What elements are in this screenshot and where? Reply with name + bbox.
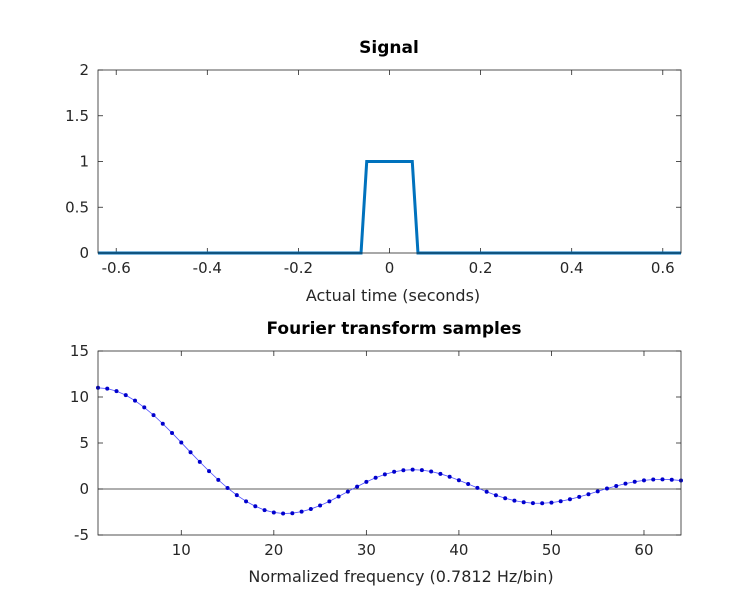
fourier-point bbox=[225, 485, 230, 490]
fourier-point bbox=[197, 459, 202, 464]
fourier-point bbox=[651, 477, 656, 482]
fourier-point bbox=[382, 472, 387, 477]
fourier-point bbox=[669, 477, 674, 482]
fourier-point bbox=[308, 507, 313, 512]
signal-chart: Signal -0.6 -0.4 -0.2 0 0.2 0.4 0.6 0 0.5 1 1.5 2 A… bbox=[65, 38, 682, 305]
fourier-point bbox=[281, 511, 286, 516]
fourier-point bbox=[623, 481, 628, 486]
fourier-point bbox=[475, 485, 480, 490]
fourier-point bbox=[521, 500, 526, 505]
fourier-point bbox=[595, 489, 600, 494]
signal-x-tick-label: 0.2 bbox=[469, 259, 493, 277]
fourier-point bbox=[253, 504, 258, 509]
signal-x-tick-label: 0 bbox=[385, 259, 395, 277]
fourier-point bbox=[558, 499, 563, 504]
fourier-chart: Fourier transform samples 10 20 30 40 50 60-5… bbox=[70, 319, 683, 586]
fourier-point bbox=[345, 489, 350, 494]
fourier-point bbox=[262, 508, 267, 513]
fourier-y-tick-label: -5 bbox=[74, 526, 89, 544]
fourier-plot-area: 10 20 30 40 50 60 -5 0 5 10 15 bbox=[70, 342, 683, 559]
fourier-point bbox=[133, 398, 138, 403]
signal-chart-title: Signal bbox=[359, 38, 419, 58]
fourier-point bbox=[641, 478, 646, 483]
fourier-point bbox=[188, 450, 193, 455]
fourier-y-tick-label: 5 bbox=[79, 434, 89, 452]
fourier-point bbox=[540, 501, 545, 506]
fourier-point bbox=[244, 499, 249, 504]
signal-y-tick-label: 0 bbox=[79, 244, 89, 262]
fourier-point bbox=[179, 440, 184, 445]
fourier-line bbox=[97, 387, 682, 514]
fourier-point bbox=[512, 498, 517, 503]
fourier-point bbox=[318, 503, 323, 508]
fourier-point bbox=[392, 469, 397, 474]
fourier-point bbox=[410, 467, 415, 472]
fourier-point bbox=[549, 500, 554, 505]
fourier-point bbox=[123, 393, 128, 398]
signal-x-tick-label: 0.6 bbox=[651, 259, 675, 277]
fourier-x-tick-label: 10 bbox=[172, 541, 191, 559]
fourier-point bbox=[447, 474, 452, 479]
fourier-point bbox=[614, 483, 619, 488]
fourier-x-tick-label: 20 bbox=[264, 541, 283, 559]
fourier-point bbox=[114, 389, 119, 394]
fourier-axes-frame bbox=[97, 350, 682, 536]
signal-x-tick-label: 0.4 bbox=[560, 259, 584, 277]
fourier-point bbox=[234, 493, 239, 498]
fourier-point bbox=[503, 496, 508, 501]
fourier-point bbox=[567, 497, 572, 502]
fourier-point bbox=[604, 486, 609, 491]
fourier-point bbox=[493, 493, 498, 498]
fourier-point bbox=[290, 511, 295, 516]
signal-x-tick-label: -0.4 bbox=[193, 259, 222, 277]
fourier-point bbox=[170, 430, 175, 435]
fourier-point bbox=[456, 478, 461, 483]
signal-x-axis-label: Actual time (seconds) bbox=[306, 286, 480, 305]
fourier-point bbox=[271, 510, 276, 515]
fourier-point bbox=[438, 471, 443, 476]
fourier-y-tick-label: 15 bbox=[70, 342, 89, 360]
fourier-point bbox=[216, 477, 221, 482]
signal-y-tick-label: 2 bbox=[79, 61, 89, 79]
fourier-x-tick-label: 30 bbox=[357, 541, 376, 559]
signal-x-tick-label: -0.6 bbox=[102, 259, 131, 277]
fourier-y-tick-label: 0 bbox=[79, 480, 89, 498]
fourier-point bbox=[327, 499, 332, 504]
fourier-point bbox=[401, 468, 406, 473]
fourier-chart-title: Fourier transform samples bbox=[267, 319, 522, 339]
fourier-y-tick-label: 10 bbox=[70, 388, 89, 406]
fourier-point bbox=[142, 405, 147, 410]
signal-y-tick-label: 1.5 bbox=[65, 107, 89, 125]
fourier-point bbox=[484, 489, 489, 494]
signal-y-tick-label: 1 bbox=[79, 153, 89, 171]
fourier-point bbox=[530, 501, 535, 506]
fourier-point bbox=[419, 468, 424, 473]
fourier-point bbox=[364, 479, 369, 484]
fourier-x-axis-label: Normalized frequency (0.7812 Hz/bin) bbox=[248, 567, 553, 586]
signal-x-tick-label: -0.2 bbox=[284, 259, 313, 277]
fourier-x-tick-label: 50 bbox=[542, 541, 561, 559]
fourier-point bbox=[429, 469, 434, 474]
fourier-point bbox=[373, 475, 378, 480]
fourier-point bbox=[336, 494, 341, 499]
fourier-point bbox=[299, 509, 304, 514]
fourier-point bbox=[660, 477, 665, 482]
fourier-x-tick-label: 60 bbox=[634, 541, 653, 559]
fourier-point bbox=[577, 494, 582, 499]
fourier-point bbox=[207, 469, 212, 474]
fourier-point bbox=[632, 479, 637, 484]
fourier-point bbox=[160, 421, 165, 426]
fourier-point bbox=[466, 482, 471, 487]
fourier-point bbox=[355, 484, 360, 489]
signal-axes-frame bbox=[97, 69, 682, 254]
fourier-x-tick-label: 40 bbox=[449, 541, 468, 559]
signal-y-tick-label: 0.5 bbox=[65, 198, 89, 216]
fourier-point bbox=[586, 492, 591, 497]
fourier-point bbox=[105, 386, 110, 391]
fourier-point bbox=[151, 413, 156, 418]
